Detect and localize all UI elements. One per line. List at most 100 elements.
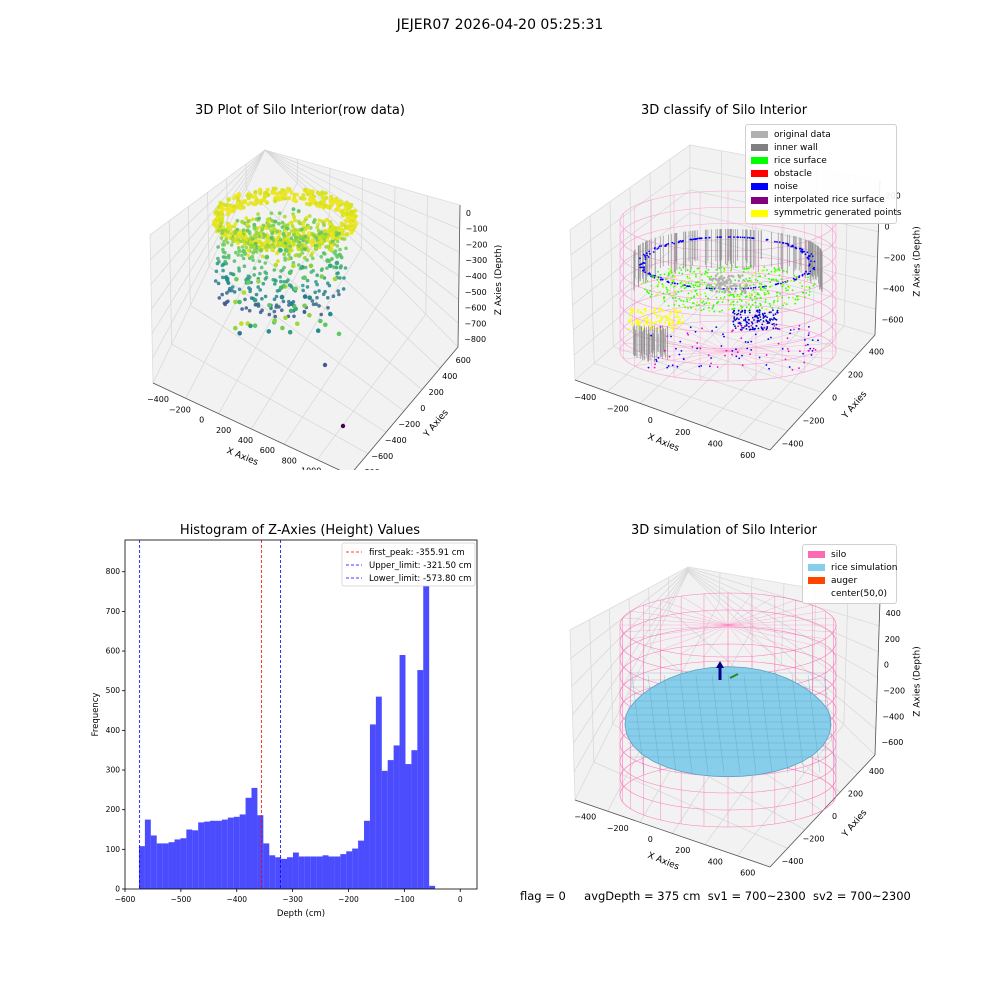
data-point xyxy=(289,248,294,253)
noise-point xyxy=(654,363,656,366)
data-point xyxy=(225,291,229,295)
symmetric-point xyxy=(637,309,640,312)
silo-line xyxy=(673,324,729,352)
data-point xyxy=(254,250,259,254)
noise-point xyxy=(798,275,801,277)
rice-surface-point xyxy=(692,284,695,287)
histogram-bar xyxy=(192,830,199,889)
rice-surface-point xyxy=(695,304,698,307)
noise-point xyxy=(781,348,784,350)
mesh-line xyxy=(791,674,805,774)
rice-surface-point xyxy=(646,280,649,282)
y-tick-label: 400 xyxy=(869,348,884,357)
noise-point xyxy=(811,255,814,258)
symmetric-point xyxy=(665,315,668,318)
symmetric-point xyxy=(671,322,674,325)
rice-surface-point xyxy=(721,290,723,293)
symmetric-point xyxy=(663,321,666,324)
rice-surface-point xyxy=(671,294,674,297)
noise-point xyxy=(689,326,692,329)
original-data-point xyxy=(715,290,718,293)
legend-label: original data xyxy=(774,129,831,140)
noise-point xyxy=(684,284,686,286)
data-point xyxy=(286,278,290,282)
symmetric-point xyxy=(641,312,643,314)
data-point xyxy=(254,292,259,297)
rice-surface-point xyxy=(672,280,675,283)
legend-item: interpolated rice surface xyxy=(751,193,891,206)
rice-surface-point xyxy=(768,277,770,280)
rice-surface-point xyxy=(700,273,703,276)
legend-swatch xyxy=(808,551,825,559)
data-point xyxy=(293,286,298,291)
noise-point xyxy=(759,316,762,318)
symmetric-point xyxy=(669,326,672,329)
rice-surface-point xyxy=(723,267,725,270)
data-point xyxy=(232,204,237,209)
data-point xyxy=(346,206,351,211)
original-data-point xyxy=(714,286,717,289)
noise-point xyxy=(696,342,699,344)
noise-point xyxy=(639,266,642,269)
data-point xyxy=(241,290,247,295)
symmetric-point xyxy=(645,320,648,323)
symmetric-point xyxy=(681,315,684,318)
noise-point xyxy=(747,287,750,290)
original-data-point xyxy=(732,275,735,278)
data-point xyxy=(298,196,303,201)
rice-surface-point xyxy=(773,267,776,270)
noise-point xyxy=(746,236,749,239)
data-point xyxy=(273,282,277,286)
data-point xyxy=(252,273,256,277)
symmetric-point xyxy=(672,308,675,311)
data-point xyxy=(334,207,338,212)
figure-title: JEJER07 2026-04-20 05:25:31 xyxy=(396,17,604,33)
noise-point xyxy=(657,357,660,359)
data-point xyxy=(297,263,301,267)
data-point xyxy=(256,279,261,284)
rice-surface-point xyxy=(680,299,682,302)
data-point xyxy=(238,201,243,206)
z-tick-label: 0 xyxy=(885,223,890,232)
rice-surface-point xyxy=(741,306,744,309)
noise-point xyxy=(811,350,814,352)
data-point xyxy=(330,247,334,252)
rice-surface-point xyxy=(732,293,735,296)
rice-surface-point xyxy=(748,307,751,310)
rice-surface-point xyxy=(722,298,725,300)
rice-surface-point xyxy=(718,291,721,293)
noise-point xyxy=(799,247,801,250)
rice-surface-point xyxy=(782,284,785,287)
data-point xyxy=(335,201,340,205)
rice-surface-point xyxy=(777,307,780,309)
data-point xyxy=(326,306,330,310)
rice-surface-point xyxy=(759,297,761,299)
rice-surface-point xyxy=(707,297,709,300)
original-data-point xyxy=(733,283,736,287)
rice-surface-point xyxy=(690,266,693,269)
noise-point xyxy=(769,319,771,322)
noise-point xyxy=(644,256,647,258)
rice-surface-point xyxy=(693,270,696,273)
data-point xyxy=(247,231,252,236)
noise-point xyxy=(710,287,712,290)
noise-point xyxy=(747,316,749,319)
silo-roof-line xyxy=(727,624,753,657)
silo-line xyxy=(727,350,822,367)
mesh-line xyxy=(631,674,645,774)
data-point xyxy=(256,231,260,236)
noise-point xyxy=(741,354,743,357)
noise-point xyxy=(696,347,698,350)
rice-surface-point xyxy=(698,304,700,306)
data-point xyxy=(331,294,336,298)
data-point xyxy=(341,287,346,291)
noise-point xyxy=(752,287,755,289)
rice-surface-point xyxy=(788,286,791,289)
data-point xyxy=(306,225,311,230)
x-tick-label: −500 xyxy=(171,895,192,904)
legend-label: silo xyxy=(831,549,847,560)
rice-surface-point xyxy=(690,297,693,300)
original-data-point xyxy=(737,275,740,278)
x-tick-label: 600 xyxy=(740,868,755,877)
histogram-bar xyxy=(411,750,418,889)
